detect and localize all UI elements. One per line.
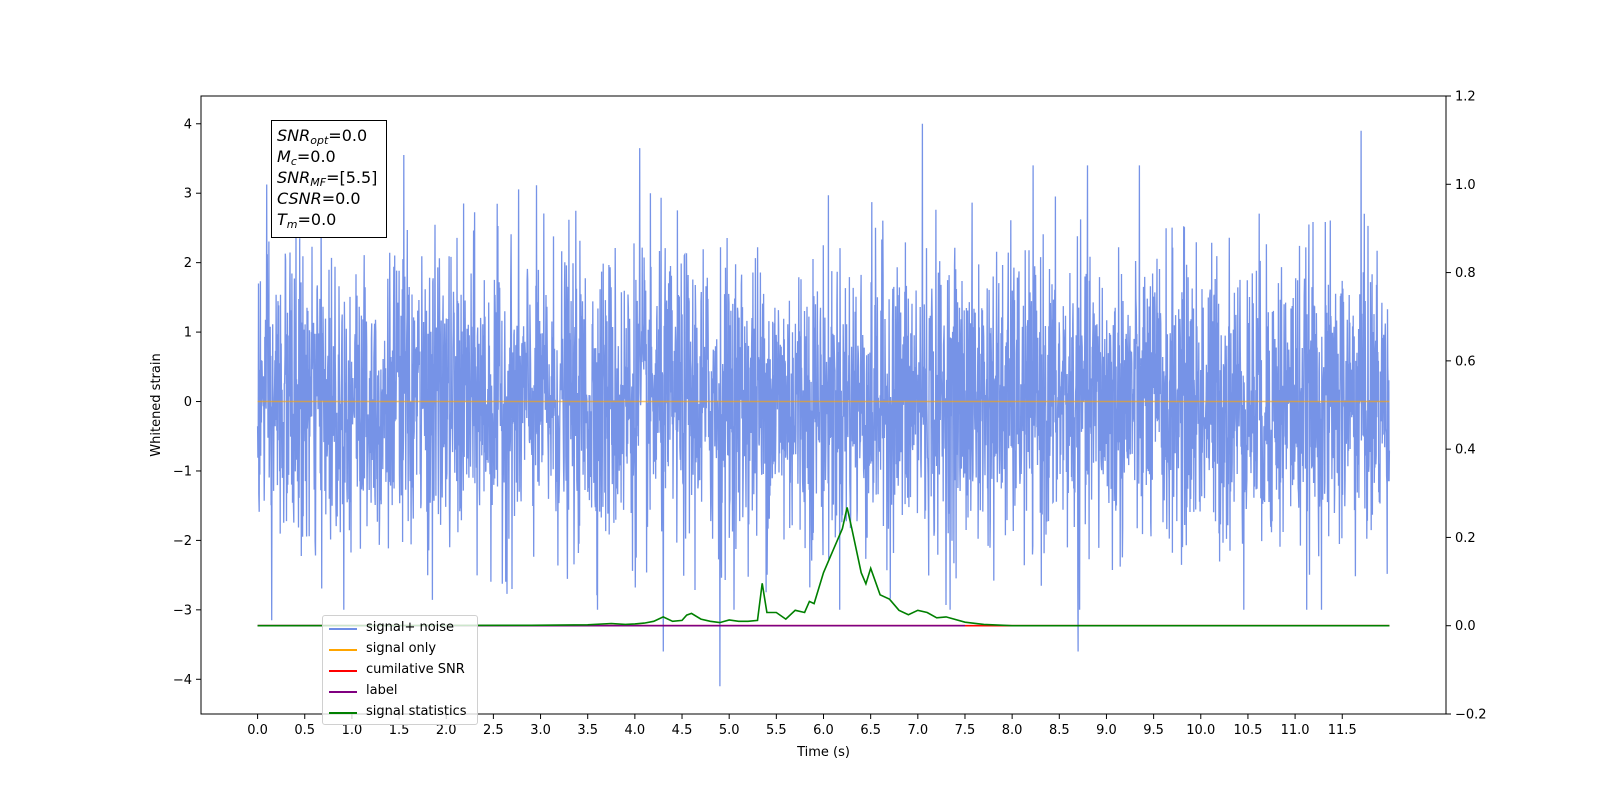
signal-plus-noise-line	[256, 123, 1391, 687]
y-tick-label: 0	[184, 395, 192, 410]
y-tick-label: 2	[184, 256, 192, 271]
y-axis-label: Whitened strain	[149, 353, 164, 456]
y-axis-left: 4 3 2 1 0 −1 −2 −3 −4	[173, 117, 201, 688]
y2-tick-label: 1.2	[1455, 90, 1476, 105]
x-tick-label: 3.0	[530, 723, 551, 738]
x-tick-label: 6.0	[813, 723, 834, 738]
x-tick-label: 4.0	[625, 723, 646, 738]
x-tick-label: 0.0	[247, 723, 268, 738]
x-tick-label: 11.0	[1281, 723, 1310, 738]
y2-tick-label: 0.0	[1455, 619, 1476, 634]
legend-entry-label: label	[323, 682, 473, 702]
stats-line-csnr: CSNR=0.0	[277, 189, 361, 208]
x-tick-label: 1.5	[389, 723, 410, 738]
y-tick-label: 3	[184, 187, 192, 202]
legend-entry-cumilative-snr: cumilative SNR	[323, 661, 473, 681]
x-tick-label: 8.0	[1002, 723, 1023, 738]
y2-tick-label: 0.8	[1455, 266, 1476, 281]
stats-line-snr-opt: SNRopt=0.0	[277, 126, 368, 147]
x-tick-label: 7.5	[955, 723, 976, 738]
legend: signal+ noise signal only cumilative SNR…	[322, 615, 478, 725]
x-tick-label: 9.0	[1096, 723, 1117, 738]
x-tick-label: 0.5	[294, 723, 315, 738]
y-tick-label: 1	[184, 326, 192, 341]
y-axis-right: 1.2 1.0 0.8 0.6 0.4 0.2 0.0 −0.2	[1446, 90, 1487, 723]
stats-annotation-box: SNRopt=0.0 Mc=0.0 SNRMF=[5.5] CSNR=0.0 T…	[271, 120, 387, 238]
stats-line-snr-mf: SNRMF=[5.5]	[277, 168, 378, 189]
legend-label: label	[366, 683, 398, 698]
y2-tick-label: −0.2	[1455, 708, 1487, 723]
y2-tick-label: 0.4	[1455, 443, 1476, 458]
y2-tick-label: 0.6	[1455, 354, 1476, 369]
x-tick-label: 5.0	[719, 723, 740, 738]
legend-entry-signal-statistics: signal statistics	[323, 703, 473, 723]
x-axis: 0.0 0.5 1.0 1.5 2.0 2.5 3.0 3.5 4.0 4.5 5.0 5.5 6.0 6…	[247, 714, 1357, 738]
x-tick-label: 7.0	[907, 723, 928, 738]
x-tick-label: 6.5	[860, 723, 881, 738]
y-tick-label: −3	[173, 603, 192, 618]
y-tick-label: 4	[184, 117, 192, 132]
x-tick-label: 9.5	[1143, 723, 1164, 738]
x-tick-label: 5.5	[766, 723, 787, 738]
x-axis-label: Time (s)	[796, 745, 850, 760]
y-tick-label: −4	[173, 673, 192, 688]
legend-entry-signal-noise: signal+ noise	[323, 619, 473, 639]
stats-line-tm: Tm=0.0	[277, 210, 337, 231]
x-tick-label: 8.5	[1049, 723, 1070, 738]
y-tick-label: −2	[173, 534, 192, 549]
legend-label: signal statistics	[366, 704, 467, 719]
y2-tick-label: 0.2	[1455, 531, 1476, 546]
y2-tick-label: 1.0	[1455, 178, 1476, 193]
legend-swatch	[329, 628, 357, 630]
x-tick-label: 11.5	[1328, 723, 1357, 738]
series-signal-plus-noise	[256, 123, 1391, 687]
legend-label: signal only	[366, 641, 437, 656]
legend-swatch	[329, 691, 357, 693]
legend-swatch	[329, 649, 357, 651]
legend-swatch	[329, 712, 357, 714]
y-tick-label: −1	[173, 464, 192, 479]
x-tick-label: 4.5	[672, 723, 693, 738]
x-tick-label: 10.5	[1233, 723, 1262, 738]
x-tick-label: 3.5	[577, 723, 598, 738]
stats-line-mc: Mc=0.0	[277, 147, 336, 168]
legend-entry-signal-only: signal only	[323, 640, 473, 660]
legend-swatch	[329, 670, 357, 672]
legend-label: cumilative SNR	[366, 662, 465, 677]
series-signal-statistics-line	[257, 507, 1390, 627]
x-tick-label: 1.0	[342, 723, 363, 738]
x-tick-label: 2.5	[483, 723, 504, 738]
x-tick-label: 10.0	[1186, 723, 1215, 738]
legend-label: signal+ noise	[366, 620, 455, 635]
x-tick-label: 2.0	[436, 723, 457, 738]
